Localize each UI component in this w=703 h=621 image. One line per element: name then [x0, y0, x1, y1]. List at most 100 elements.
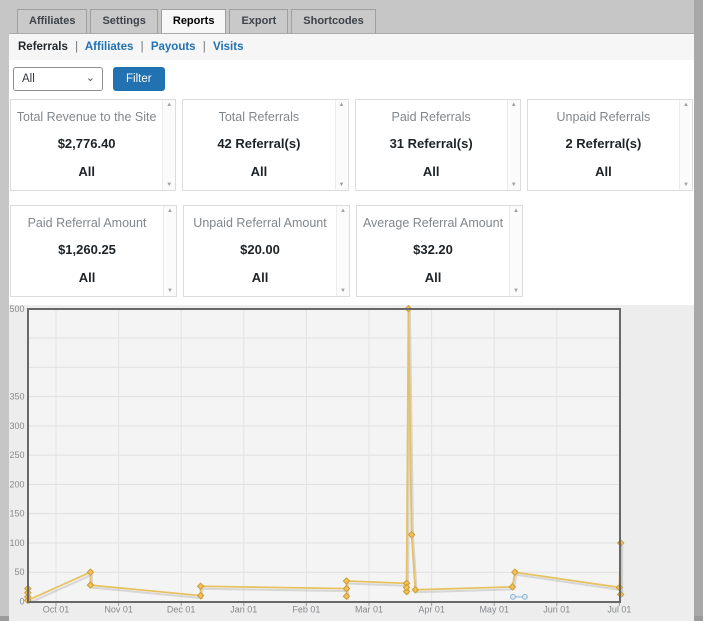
referrals-chart-svg: 0 50 100 150 200 250 300 350 500 Oct 01 Nov 01 Dec … — [9, 304, 632, 615]
svg-text:50: 50 — [14, 567, 24, 577]
scroll-down-icon[interactable]: ▼ — [683, 182, 689, 188]
scroll-down-icon[interactable]: ▼ — [338, 182, 345, 188]
scroll-down-icon[interactable]: ▼ — [340, 288, 346, 294]
svg-text:Feb 01: Feb 01 — [292, 605, 320, 615]
subnav-link-affiliates[interactable]: Affiliates — [84, 41, 134, 53]
stat-card-value: $1,260.25 — [58, 242, 116, 257]
filter-button[interactable]: Filter — [113, 67, 165, 91]
stat-card-period: All — [78, 270, 96, 285]
card-scrollbar[interactable]: ▲ ▼ — [334, 100, 348, 190]
stat-card-value: $20.00 — [240, 242, 280, 257]
tab-reports[interactable]: Reports — [160, 9, 227, 33]
svg-text:500: 500 — [9, 305, 24, 314]
subnav-separator: | — [75, 41, 79, 53]
svg-text:Nov 01: Nov 01 — [104, 605, 133, 615]
svg-text:Apr 01: Apr 01 — [418, 605, 445, 615]
stats-row-1: Total Revenue to the Site $2,776.40 All … — [9, 97, 694, 191]
stat-card-total-revenue: Total Revenue to the Site $2,776.40 All … — [10, 99, 177, 191]
stat-card-body: Paid Referrals 31 Referral(s) All — [356, 100, 507, 190]
filter-row: All ⌄ Filter — [9, 60, 694, 97]
stat-card-value: $2,776.40 — [57, 136, 116, 151]
stat-card-period: All — [78, 164, 95, 179]
stat-card-period: All — [251, 270, 269, 285]
stat-card-unpaid-amount: Unpaid Referral Amount $20.00 All ▲ ▼ — [183, 205, 350, 297]
stat-card-title: Unpaid Referrals — [556, 110, 651, 124]
scroll-up-icon[interactable]: ▲ — [510, 102, 517, 108]
stat-card-body: Total Revenue to the Site $2,776.40 All — [11, 100, 162, 190]
scroll-down-icon[interactable]: ▼ — [513, 288, 519, 294]
subnav-separator: | — [202, 41, 206, 53]
content-area: Referrals | Affiliates | Payouts | Visit… — [9, 33, 694, 621]
card-scrollbar[interactable]: ▲ ▼ — [162, 100, 176, 190]
tab-shortcodes[interactable]: Shortcodes — [291, 9, 376, 33]
subnav-link-payouts[interactable]: Payouts — [150, 41, 196, 53]
stat-card-value: 2 Referral(s) — [565, 136, 642, 151]
stat-card-body: Unpaid Referrals 2 Referral(s) All — [528, 100, 679, 190]
stat-card-unpaid-referrals: Unpaid Referrals 2 Referral(s) All ▲ ▼ — [526, 99, 693, 191]
period-select[interactable]: All ⌄ — [13, 67, 103, 91]
scroll-up-icon[interactable]: ▲ — [513, 208, 519, 214]
admin-page: Affiliates Settings Reports Export Short… — [9, 8, 694, 621]
stat-card-value: 42 Referral(s) — [217, 136, 301, 151]
svg-text:300: 300 — [9, 421, 24, 431]
chart-container: 0 50 100 150 200 250 300 350 500 Oct 01 Nov 01 Dec … — [9, 304, 694, 621]
svg-text:Dec 01: Dec 01 — [167, 605, 196, 615]
stat-card-average-amount: Average Referral Amount $32.20 All ▲ ▼ — [356, 205, 523, 297]
chart-border — [27, 308, 621, 603]
report-subnav: Referrals | Affiliates | Payouts | Visit… — [9, 34, 694, 60]
svg-text:Jan 01: Jan 01 — [230, 605, 257, 615]
card-scrollbar[interactable]: ▲ ▼ — [509, 206, 522, 296]
stat-card-title: Total Revenue to the Site — [16, 110, 157, 124]
card-scrollbar[interactable]: ▲ ▼ — [163, 206, 176, 296]
stat-card-title: Average Referral Amount — [362, 216, 504, 230]
card-scrollbar[interactable]: ▲ ▼ — [679, 100, 692, 190]
subnav-separator: | — [140, 41, 144, 53]
svg-text:100: 100 — [9, 538, 24, 548]
stat-card-body: Average Referral Amount $32.20 All — [357, 206, 509, 296]
tab-affiliates[interactable]: Affiliates — [17, 9, 88, 33]
svg-text:Jul 01: Jul 01 — [607, 605, 631, 615]
scroll-up-icon[interactable]: ▲ — [338, 102, 345, 108]
stat-card-title: Paid Referrals — [391, 110, 471, 124]
svg-text:250: 250 — [9, 450, 24, 460]
stats-row-2: Paid Referral Amount $1,260.25 All ▲ ▼ U… — [9, 203, 694, 297]
scroll-up-icon[interactable]: ▲ — [167, 208, 173, 214]
stat-card-value: $32.20 — [413, 242, 453, 257]
stat-card-period: All — [595, 164, 612, 179]
svg-text:350: 350 — [9, 392, 24, 402]
period-select-value: All — [22, 73, 35, 85]
card-scrollbar[interactable]: ▲ ▼ — [336, 206, 349, 296]
stat-card-body: Unpaid Referral Amount $20.00 All — [184, 206, 336, 296]
scroll-down-icon[interactable]: ▼ — [510, 182, 517, 188]
stat-card-title: Paid Referral Amount — [27, 216, 147, 230]
svg-text:200: 200 — [9, 479, 24, 489]
scroll-up-icon[interactable]: ▲ — [340, 208, 346, 214]
subnav-link-visits[interactable]: Visits — [213, 41, 244, 53]
stat-card-total-referrals: Total Referrals 42 Referral(s) All ▲ ▼ — [182, 99, 349, 191]
scroll-up-icon[interactable]: ▲ — [166, 102, 173, 108]
svg-text:Jun 01: Jun 01 — [543, 605, 570, 615]
chevron-down-icon: ⌄ — [85, 72, 95, 84]
stat-card-body: Total Referrals 42 Referral(s) All — [183, 100, 334, 190]
stat-card-paid-amount: Paid Referral Amount $1,260.25 All ▲ ▼ — [10, 205, 177, 297]
stat-card-period: All — [424, 270, 442, 285]
scroll-down-icon[interactable]: ▼ — [167, 288, 173, 294]
stat-card-period: All — [422, 164, 440, 179]
nav-tabs: Affiliates Settings Reports Export Short… — [9, 8, 694, 33]
svg-text:May 01: May 01 — [479, 605, 509, 615]
svg-text:0: 0 — [19, 597, 24, 607]
svg-text:150: 150 — [9, 509, 24, 519]
stat-card-value: 31 Referral(s) — [389, 136, 473, 151]
scroll-down-icon[interactable]: ▼ — [166, 182, 173, 188]
stat-card-body: Paid Referral Amount $1,260.25 All — [11, 206, 163, 296]
tab-export[interactable]: Export — [229, 9, 289, 33]
card-scrollbar[interactable]: ▲ ▼ — [506, 100, 520, 190]
chart-x-axis-labels: Oct 01 Nov 01 Dec 01 Jan 01 Feb 01 Mar 01 Apr … — [43, 605, 632, 615]
stat-card-paid-referrals: Paid Referrals 31 Referral(s) All ▲ ▼ — [354, 99, 521, 191]
stat-card-title: Total Referrals — [218, 110, 300, 124]
scroll-up-icon[interactable]: ▲ — [683, 102, 689, 108]
tab-settings[interactable]: Settings — [90, 9, 158, 33]
line-shadow — [28, 310, 624, 604]
svg-text:Oct 01: Oct 01 — [43, 605, 70, 615]
subnav-link-referrals[interactable]: Referrals — [18, 41, 68, 53]
